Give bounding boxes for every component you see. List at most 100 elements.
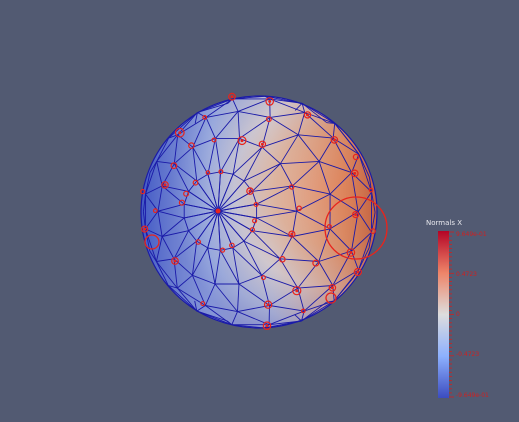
glyph-dot [290, 232, 294, 236]
mesh-edge [205, 305, 238, 313]
mesh-edge [217, 210, 221, 251]
mesh-edge [157, 185, 163, 212]
mesh-edge [261, 146, 281, 165]
mesh-edge [205, 117, 216, 139]
mesh-edge [145, 185, 163, 195]
mesh-edge [162, 185, 189, 192]
mesh-edge [292, 228, 331, 237]
mesh-edge [297, 134, 320, 162]
mesh-edge [157, 211, 163, 237]
mesh-edge [256, 203, 297, 212]
mesh-edge [332, 123, 336, 139]
glyph-circle [263, 300, 273, 309]
mesh-edge [145, 210, 159, 230]
mesh-edge [145, 193, 159, 212]
glyph-circle-large [325, 292, 337, 304]
mesh-edge [188, 180, 198, 192]
mesh-edge [144, 228, 157, 262]
mesh-edge [297, 112, 306, 135]
mesh-edge [194, 112, 198, 124]
mesh-edge [333, 278, 353, 302]
mesh-edge [156, 134, 179, 162]
glyph-dot [330, 286, 334, 290]
glyph-circle [353, 267, 362, 277]
glyph-dot [356, 270, 360, 274]
glyph-circle [300, 308, 306, 314]
mesh-edge [196, 180, 219, 212]
mesh-edge [294, 314, 302, 322]
mesh-edge [207, 171, 221, 175]
mesh-edge [188, 210, 219, 232]
mesh-edge [269, 305, 305, 312]
mesh-edge [191, 241, 198, 276]
glyph-circle [346, 248, 356, 257]
mesh-edge [232, 95, 266, 100]
mesh-edge [219, 250, 240, 285]
mesh-edge [279, 236, 293, 260]
mesh-edge [303, 285, 334, 312]
mesh-edge [351, 211, 359, 252]
mesh-edge [188, 191, 219, 212]
mesh-edge [280, 134, 299, 164]
mesh-edge [238, 283, 270, 306]
glyph-circle [202, 114, 208, 120]
mesh-edge [207, 174, 219, 212]
glyph-circle [312, 259, 320, 267]
mesh-edge [252, 185, 293, 192]
mesh-edge [196, 210, 219, 242]
sphere-surface [141, 96, 377, 328]
mesh-edge [183, 217, 189, 231]
mesh-edge [368, 176, 373, 193]
mesh-edge [261, 117, 271, 148]
mesh-edge [329, 228, 352, 252]
mesh-edge [192, 147, 198, 182]
mesh-silhouette [140, 95, 378, 329]
mesh-edge [227, 320, 233, 326]
colorbar-min-label: -9.649e-01 [456, 392, 489, 399]
mesh-edge [251, 163, 281, 192]
mesh-edge [155, 236, 163, 262]
mesh-edge [217, 191, 253, 212]
glyph-dot [260, 142, 264, 146]
colorbar-gradient [438, 231, 449, 398]
glyph-circle [266, 116, 272, 123]
mesh-edge [269, 98, 305, 113]
glyph-circle [192, 179, 199, 186]
mesh-edge [261, 134, 299, 148]
mesh-edge [173, 134, 179, 164]
mesh-edge [197, 112, 207, 118]
glyph-circle [178, 199, 185, 206]
mesh-edge [149, 250, 157, 262]
glyph-dot [230, 95, 234, 99]
mesh-edge [184, 203, 219, 212]
glyph-circle-large [324, 196, 388, 260]
mesh-edge [145, 172, 151, 195]
mesh-edge [261, 275, 270, 306]
mesh-edge [358, 154, 373, 193]
glyph-circle [370, 228, 376, 235]
glyph-dot [163, 183, 167, 187]
mesh-edge [149, 161, 158, 173]
mesh-edge [237, 111, 240, 139]
glyph-circle [249, 227, 255, 233]
mesh-edge [352, 145, 360, 155]
mesh-edge [243, 240, 281, 260]
mesh-edge [196, 305, 206, 312]
glyph-circle [326, 224, 332, 230]
glyph-circle [205, 170, 211, 175]
mesh-edge [357, 191, 372, 213]
mesh-edge [357, 211, 372, 233]
glyph-dot [349, 251, 353, 254]
glyph-circle [200, 301, 206, 307]
mesh-edge [173, 163, 189, 192]
mesh-edge [243, 146, 263, 182]
mesh-edge [145, 228, 163, 237]
glyph-dot [332, 138, 336, 142]
mesh-edge [188, 230, 198, 242]
mesh-edge [217, 210, 253, 232]
glyph-dot [265, 324, 269, 328]
mesh-edge [301, 103, 306, 113]
glyph-circle [289, 184, 295, 190]
